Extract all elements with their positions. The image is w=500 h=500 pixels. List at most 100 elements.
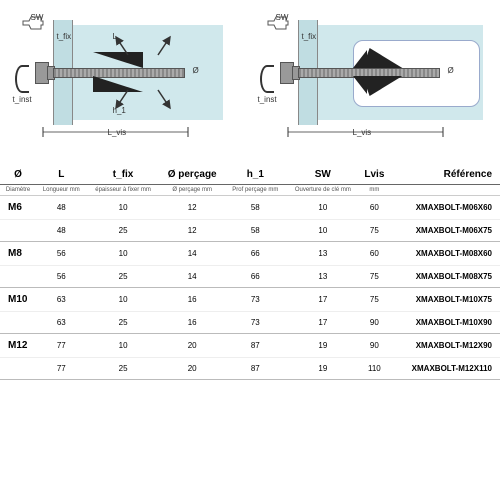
- tinst-label: t_inst: [258, 95, 277, 104]
- cell-tfix: 10: [86, 288, 159, 312]
- col-lvis: Lvis: [360, 165, 389, 185]
- tinst-label: t_inst: [13, 95, 32, 104]
- cell-sw: 10: [286, 196, 360, 220]
- cell-L: 63: [36, 312, 86, 334]
- cell-lvis: 75: [360, 266, 389, 288]
- dim-lines-icon: [278, 122, 468, 147]
- table-row: 482512581075XMAXBOLT-M06X75: [0, 220, 500, 242]
- table-row: M6481012581060XMAXBOLT-M06X60: [0, 196, 500, 220]
- cell-lvis: 75: [360, 288, 389, 312]
- col-h1: h_1: [225, 165, 286, 185]
- col-diam: Ø: [0, 165, 36, 185]
- cell-lvis: 110: [360, 358, 389, 380]
- cell-ref: XMAXBOLT-M08X75: [389, 266, 500, 288]
- cell-drill: 16: [160, 312, 225, 334]
- col-tfix: t_fix: [86, 165, 159, 185]
- table-row: 632516731790XMAXBOLT-M10X90: [0, 312, 500, 334]
- cell-h1: 66: [225, 242, 286, 266]
- dia-label: Ø: [448, 66, 454, 75]
- cell-tfix: 25: [86, 312, 159, 334]
- cell-tfix: 10: [86, 334, 159, 358]
- col-ref: Référence: [389, 165, 500, 185]
- diagram-solid: SW t_inst t_fix L Ø h_1 L_vis: [13, 10, 243, 150]
- cell-ref: XMAXBOLT-M12X90: [389, 334, 500, 358]
- cell-L: 48: [36, 220, 86, 242]
- cell-ref: XMAXBOLT-M12X110: [389, 358, 500, 380]
- sub-sw: Ouverture de clé mm: [286, 185, 360, 196]
- table-subheader-row: Diamètre Longueur mm épaisseur à fixer m…: [0, 185, 500, 196]
- sw-label: SW: [276, 13, 289, 22]
- cell-diam: M6: [0, 196, 36, 220]
- sub-drill: Ø perçage mm: [160, 185, 225, 196]
- h1-label: h_1: [113, 106, 126, 115]
- cell-tfix: 25: [86, 220, 159, 242]
- cell-L: 77: [36, 358, 86, 380]
- sub-tfix: épaisseur à fixer mm: [86, 185, 159, 196]
- cell-diam: [0, 358, 36, 380]
- cell-drill: 20: [160, 358, 225, 380]
- cell-diam: [0, 266, 36, 288]
- cell-ref: XMAXBOLT-M06X75: [389, 220, 500, 242]
- cell-drill: 20: [160, 334, 225, 358]
- sub-L: Longueur mm: [36, 185, 86, 196]
- col-sw: SW: [286, 165, 360, 185]
- cell-h1: 73: [225, 288, 286, 312]
- table-body: M6481012581060XMAXBOLT-M06X6048251258107…: [0, 196, 500, 380]
- expander-wing-top: [362, 48, 409, 68]
- cell-sw: 17: [286, 288, 360, 312]
- cell-ref: XMAXBOLT-M10X90: [389, 312, 500, 334]
- table-row: 7725208719110XMAXBOLT-M12X110: [0, 358, 500, 380]
- cell-lvis: 90: [360, 312, 389, 334]
- cell-drill: 12: [160, 220, 225, 242]
- cell-sw: 13: [286, 266, 360, 288]
- cell-diam: M12: [0, 334, 36, 358]
- cell-lvis: 75: [360, 220, 389, 242]
- cell-drill: 16: [160, 288, 225, 312]
- cell-tfix: 10: [86, 242, 159, 266]
- expander-wing-bot: [362, 76, 409, 96]
- tfix-label: t_fix: [57, 32, 72, 41]
- cell-h1: 87: [225, 334, 286, 358]
- cell-tfix: 10: [86, 196, 159, 220]
- tinst-arrow-icon: [260, 65, 274, 93]
- sub-ref: [389, 185, 500, 196]
- table-row: M10631016731775XMAXBOLT-M10X75: [0, 288, 500, 312]
- cell-h1: 66: [225, 266, 286, 288]
- cell-diam: [0, 312, 36, 334]
- force-arrows-icon: [68, 25, 228, 120]
- tfix-label: t_fix: [302, 32, 317, 41]
- L-label: L: [113, 32, 117, 41]
- cell-drill: 14: [160, 266, 225, 288]
- cell-diam: M8: [0, 242, 36, 266]
- sub-lvis: mm: [360, 185, 389, 196]
- cell-lvis: 90: [360, 334, 389, 358]
- cell-tfix: 25: [86, 266, 159, 288]
- cell-sw: 17: [286, 312, 360, 334]
- cell-diam: M10: [0, 288, 36, 312]
- cell-sw: 10: [286, 220, 360, 242]
- col-L: L: [36, 165, 86, 185]
- cell-h1: 87: [225, 358, 286, 380]
- cell-L: 77: [36, 334, 86, 358]
- cell-h1: 58: [225, 196, 286, 220]
- diagram-row: SW t_inst t_fix L Ø h_1 L_vis: [0, 0, 500, 165]
- cell-tfix: 25: [86, 358, 159, 380]
- cell-L: 63: [36, 288, 86, 312]
- cell-sw: 19: [286, 334, 360, 358]
- cell-sw: 19: [286, 358, 360, 380]
- dia-label: Ø: [193, 66, 199, 75]
- cell-L: 48: [36, 196, 86, 220]
- cell-sw: 13: [286, 242, 360, 266]
- cell-ref: XMAXBOLT-M08X60: [389, 242, 500, 266]
- cell-drill: 14: [160, 242, 225, 266]
- wrench-icon: SW: [266, 15, 290, 33]
- cell-h1: 58: [225, 220, 286, 242]
- sub-h1: Prof perçage mm: [225, 185, 286, 196]
- table-row: 562514661375XMAXBOLT-M08X75: [0, 266, 500, 288]
- cell-ref: XMAXBOLT-M10X75: [389, 288, 500, 312]
- tinst-arrow-icon: [15, 65, 29, 93]
- table-row: M8561014661360XMAXBOLT-M08X60: [0, 242, 500, 266]
- cell-ref: XMAXBOLT-M06X60: [389, 196, 500, 220]
- cell-diam: [0, 220, 36, 242]
- cell-L: 56: [36, 266, 86, 288]
